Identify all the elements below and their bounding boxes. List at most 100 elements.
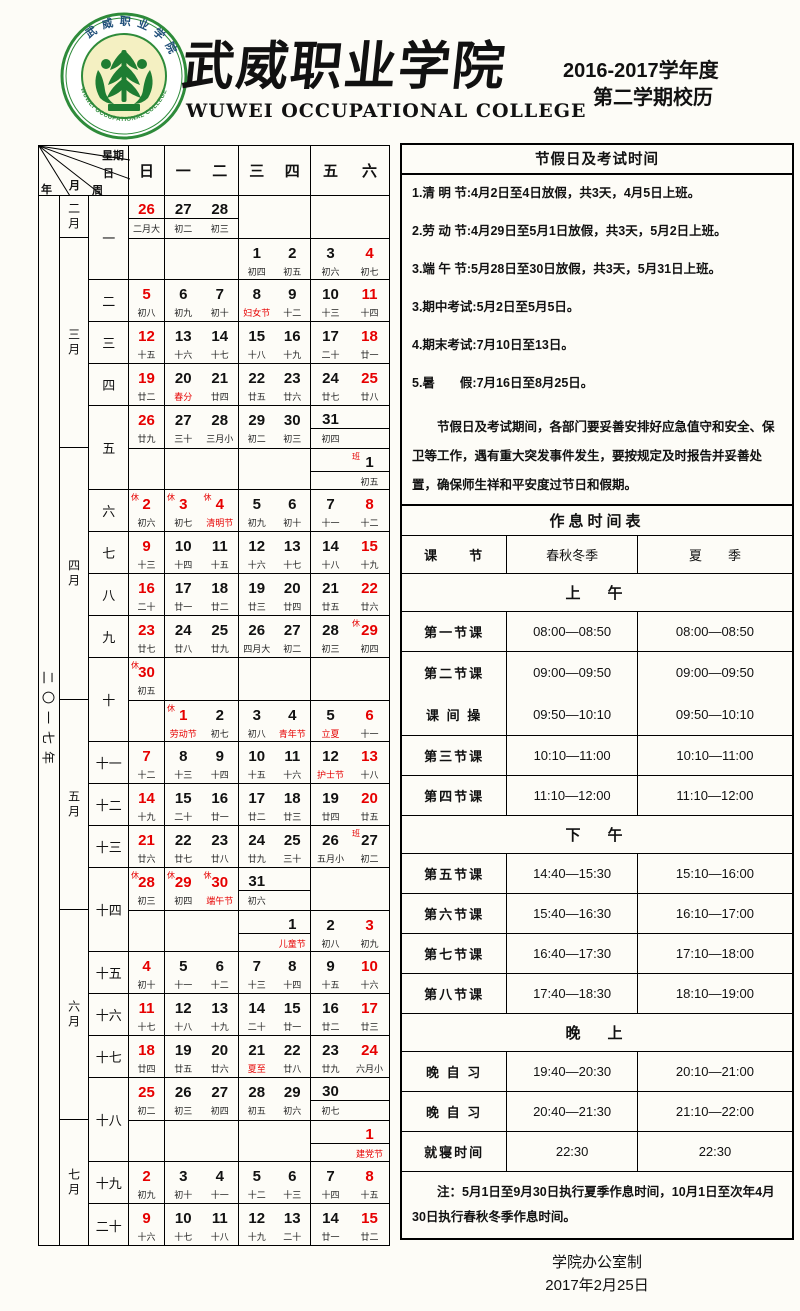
date-line xyxy=(202,911,239,934)
lunar-line: 十一 xyxy=(321,518,340,528)
day-group: 12 护士节 13 十八 xyxy=(311,742,389,784)
lunar-line: 二十 xyxy=(137,602,156,612)
day-cell: 20 廿四 xyxy=(275,574,311,616)
date-number: 17 xyxy=(174,580,192,597)
schedule-row: 晚 自 习 20:40—21:30 21:10—22:00 xyxy=(402,1092,792,1132)
lunar-line: 十五 xyxy=(137,350,156,360)
date-number: 10 xyxy=(174,538,192,555)
day-cell xyxy=(275,658,311,700)
day-cell: 28 初五 xyxy=(239,1078,275,1120)
schedule-cell: 16:10—17:00 xyxy=(675,906,754,921)
schedule-cell: 10:10—11:00 xyxy=(676,748,754,763)
week-sub-row: 21 廿六 22 廿七 23 廿八 24 廿九 25 三十 26 五月小班 27 初二 xyxy=(129,826,389,868)
date-line: 8 xyxy=(239,280,275,303)
day-group: 14 十八 15 十九 xyxy=(311,532,389,574)
date-number: 1 xyxy=(365,454,374,471)
day-cell xyxy=(239,196,275,238)
day-cell: 休 29 初四 xyxy=(350,616,389,658)
holiday-mark: 休 xyxy=(131,661,139,670)
date-line: 28 xyxy=(311,616,350,639)
date-number: 6 xyxy=(365,707,374,724)
day-cell: 10 十五 xyxy=(239,742,275,784)
lunar-line: 十三 xyxy=(283,1190,302,1200)
holiday-paragraph: 节假日及考试期间，各部门要妥善安排好应急值守和安全、保卫等工作，遇有重大突发事件… xyxy=(412,419,775,492)
lunar-line: 廿三 xyxy=(247,602,266,612)
holiday-item: 3.期中考试:5月2日至5月5日。 xyxy=(412,299,580,314)
date-line: 4 xyxy=(129,952,164,975)
day-group: 8 妇女节 9 十二 xyxy=(239,280,311,322)
day-cell: 30 初七 xyxy=(311,1078,350,1120)
date-line: 25 xyxy=(129,1078,164,1101)
date-number: 14 xyxy=(138,790,155,807)
day-group: 28 初五 29 初六 xyxy=(239,1078,311,1120)
corner-label-day: 日 xyxy=(103,168,114,180)
corner-label-month: 月 xyxy=(69,180,80,192)
date-number: 25 xyxy=(211,622,229,639)
day-group: 28 初三休 29 初四 xyxy=(311,616,389,658)
date-line: 23 xyxy=(202,826,239,849)
month-cell: 三月 xyxy=(59,238,89,448)
day-cell xyxy=(350,406,389,448)
date-line: 11 xyxy=(129,994,164,1017)
day-cell: 7 十三 xyxy=(239,952,275,994)
day-cell: 11 十八 xyxy=(202,1204,239,1246)
date-number: 4 xyxy=(215,496,224,513)
lunar-line: 廿九 xyxy=(247,854,266,864)
day-cell xyxy=(202,449,239,491)
date-line: 13 xyxy=(275,1204,311,1227)
day-group: 22 廿七 23 廿八 xyxy=(165,826,239,868)
week-number-cell: 十二 xyxy=(89,784,128,826)
date-line: 15 xyxy=(165,784,202,807)
day-cell xyxy=(129,239,164,281)
schedule-cell: 第六节课 xyxy=(402,894,508,933)
date-number: 7 xyxy=(326,1168,335,1185)
lunar-line: 十二 xyxy=(247,1190,266,1200)
day-cell: 16 十九 xyxy=(275,322,311,364)
date-number: 11 xyxy=(211,1210,228,1227)
schedule-section-row: 上 午 xyxy=(402,574,792,612)
date-number: 2 xyxy=(288,245,297,262)
day-cell: 16 廿一 xyxy=(202,784,239,826)
calendar-grid: 星期 日 年 月 周 日一二三四五六 二〇一七年 二月 三月 四月 五月 六月 七月 一二… xyxy=(38,145,390,1246)
date-line: 10 xyxy=(165,532,202,555)
day-group: 9 十三 xyxy=(129,532,165,574)
date-number: 26 xyxy=(174,1084,192,1101)
day-cell xyxy=(165,911,202,953)
date-line: 5 xyxy=(165,952,202,975)
day-group: 23 廿七 xyxy=(129,616,165,658)
date-line: 7 xyxy=(311,1162,350,1185)
date-number: 6 xyxy=(215,958,224,975)
date-line: 9 xyxy=(275,280,311,303)
day-group: 14 廿一 15 廿二 xyxy=(311,1204,389,1246)
date-number: 8 xyxy=(179,748,188,765)
day-cell: 9 十五 xyxy=(311,952,350,994)
day-cell: 6 初十 xyxy=(275,490,311,532)
day-cell: 休 29 初四 xyxy=(165,868,202,910)
day-group: 21 廿五 22 廿六 xyxy=(311,574,389,616)
lunar-line xyxy=(350,681,389,700)
college-name-english: WUWEI OCCUPATIONAL COLLEGE xyxy=(186,100,587,122)
week-sub-row: 18 廿四 19 廿五 20 廿六 21 夏至 22 廿八 23 廿九 24 六月小 xyxy=(129,1036,389,1078)
day-group: 16 廿二 17 廿三 xyxy=(311,994,389,1036)
day-group: 4 初十 xyxy=(129,952,165,994)
date-number: 14 xyxy=(211,328,229,345)
date-number: 22 xyxy=(283,1042,301,1059)
day-cell xyxy=(311,658,350,700)
lunar-line: 建党节 xyxy=(355,1149,383,1159)
lunar-line: 春分 xyxy=(174,392,193,402)
lunar-line xyxy=(311,472,350,491)
day-cell: 18 廿三 xyxy=(275,784,311,826)
date-line xyxy=(311,868,350,891)
lunar-line xyxy=(165,262,202,281)
lunar-line xyxy=(165,1144,202,1163)
week-sub-row: 11 十七 12 十八 13 十九 14 二十 15 廿一 16 廿二 17 廿三 xyxy=(129,994,389,1036)
day-cell: 4 初七 xyxy=(350,239,389,281)
day-group: 31 初六 xyxy=(239,868,311,910)
date-number: 20 xyxy=(283,580,301,597)
day-cell: 12 十九 xyxy=(239,1204,275,1246)
lunar-line: 廿一 xyxy=(360,350,379,360)
footer-issuer: 学院办公室制 xyxy=(551,1254,642,1271)
date-number: 14 xyxy=(322,1210,339,1227)
day-cell xyxy=(165,239,202,281)
date-number: 18 xyxy=(211,580,229,597)
